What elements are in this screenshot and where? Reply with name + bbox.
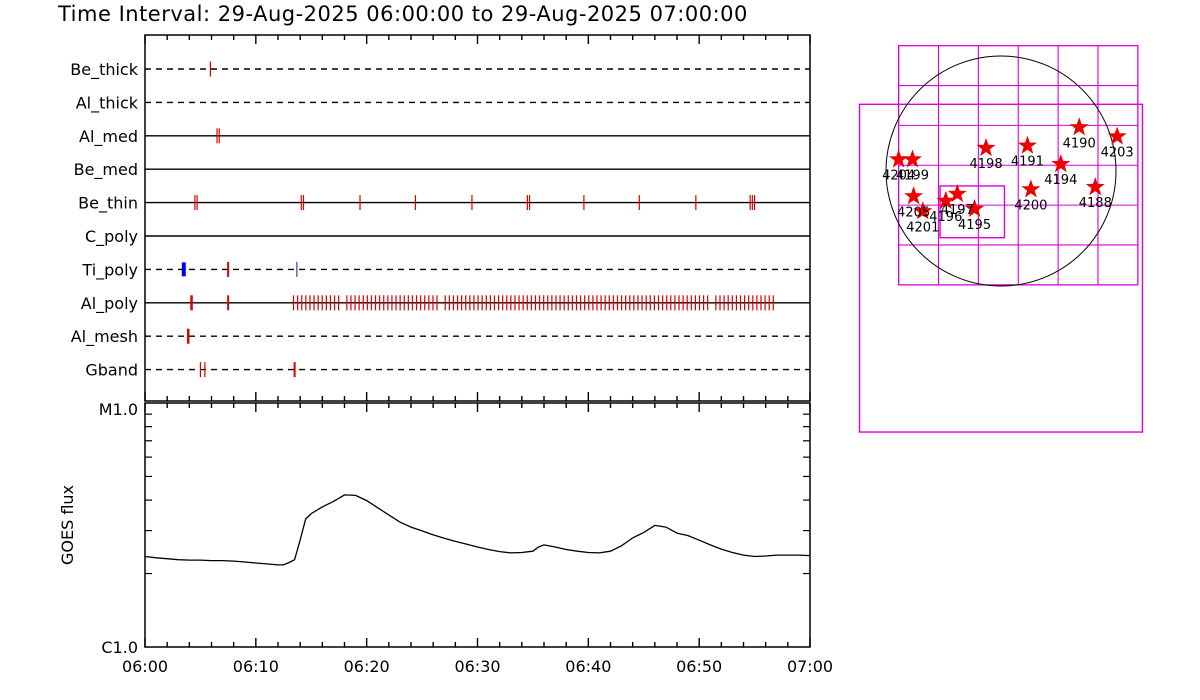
active-region-star (1069, 117, 1089, 136)
solar-limb-circle (885, 55, 1117, 287)
active-region-star (1107, 126, 1127, 145)
goes-y-tick-label-high: M1.0 (99, 400, 138, 419)
active-region-label: 4205 (897, 205, 930, 220)
active-region-label: 4196 (929, 210, 962, 225)
active-region-star (976, 138, 996, 157)
row-label-ti-poly: Ti_poly (81, 260, 138, 280)
active-region-label: 4201 (906, 220, 939, 235)
row-label-gband: Gband (85, 361, 138, 380)
active-region-star (902, 149, 922, 168)
row-label-c-poly: C_poly (85, 227, 138, 247)
active-region-star (889, 149, 909, 168)
row-label-al-mesh: Al_mesh (71, 327, 138, 347)
active-region-label: 4197 (941, 203, 974, 218)
row-label-be-thick: Be_thick (70, 60, 138, 80)
row-label-al-thick: Al_thick (76, 93, 139, 113)
active-region-star (1085, 177, 1105, 196)
active-region-label: 4191 (1011, 155, 1044, 170)
active-region-label: 4200 (1014, 198, 1047, 213)
active-region-star (1021, 179, 1041, 198)
active-region-label: 4198 (970, 157, 1003, 172)
goes-x-tick-label: 06:00 (122, 657, 168, 676)
goes-flux-panel: C1.0 M1.0 GOES flux 06:00 06:10 06:20 06:30 06:… (58, 400, 833, 676)
goes-x-tick-label: 06:20 (344, 657, 390, 676)
map-fov-box (858, 103, 1144, 433)
detector-timeline-panel: Be_thick Al_thick Al_med Be_med Be_thin C_pol… (70, 34, 811, 402)
active-region-star (904, 186, 924, 205)
active-region-star (947, 184, 967, 203)
goes-y-axis-label: GOES flux (58, 485, 77, 565)
row-label-be-thin: Be_thin (78, 194, 138, 214)
active-region-star (936, 190, 956, 209)
active-region-label: 4199 (896, 169, 929, 184)
time-interval-title: Time Interval: 29-Aug-2025 06:00:00 to 2… (58, 2, 748, 26)
active-region-label: 4204 (882, 169, 915, 184)
active-region-star (1017, 135, 1037, 154)
goes-x-tick-label: 06:50 (676, 657, 722, 676)
active-region-label: 4195 (958, 218, 991, 233)
goes-x-tick-label: 06:40 (565, 657, 611, 676)
active-region-label: 4203 (1101, 146, 1134, 161)
timeline-frame (144, 34, 811, 402)
row-label-al-med: Al_med (79, 127, 138, 147)
active-region-star (913, 201, 933, 220)
active-region-label: 4188 (1079, 196, 1112, 211)
goes-frame (144, 402, 811, 648)
active-region-star (965, 198, 985, 217)
goes-x-tick-label: 06:10 (233, 657, 279, 676)
active-region-label: 4194 (1044, 173, 1077, 188)
goes-flux-line (144, 494, 811, 566)
goes-x-tick-label: 06:30 (454, 657, 500, 676)
active-region-star (1051, 154, 1071, 173)
active-region-label: 4190 (1063, 136, 1096, 151)
goes-x-tick-label: 07:00 (787, 657, 833, 676)
row-label-be-med: Be_med (74, 160, 138, 180)
row-label-al-poly: Al_poly (81, 294, 138, 314)
goes-y-tick-label-low: C1.0 (101, 638, 138, 657)
map-fov-box (939, 185, 1006, 239)
